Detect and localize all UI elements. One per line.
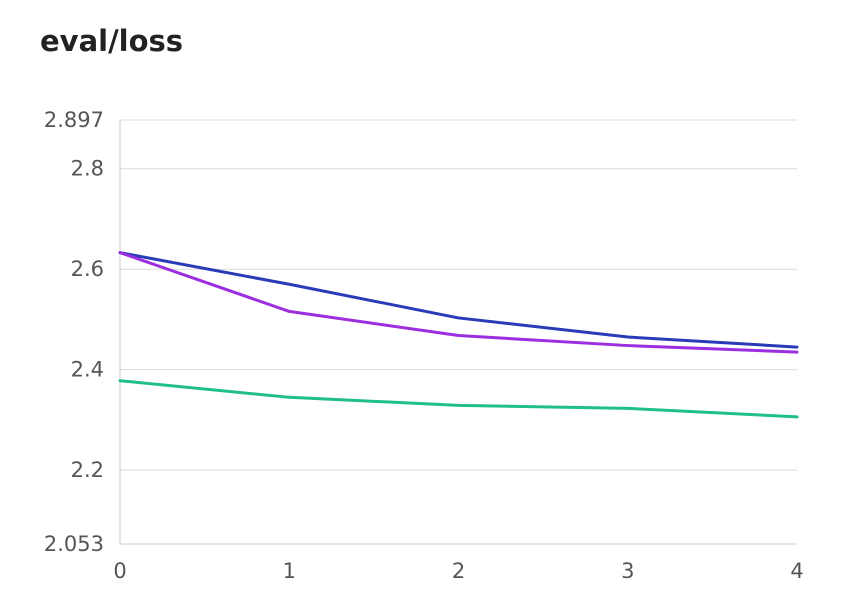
y-tick-label: 2.053 bbox=[44, 532, 104, 556]
x-tick-label: 1 bbox=[283, 559, 296, 583]
y-tick-label: 2.897 bbox=[44, 108, 104, 132]
x-tick-label: 4 bbox=[790, 559, 803, 583]
y-tick-labels: 2.053 2.2 2.4 2.6 2.8 2.897 bbox=[44, 108, 104, 556]
series-lines bbox=[118, 251, 799, 419]
y-tick-label: 2.6 bbox=[71, 257, 104, 281]
x-tick-label: 0 bbox=[113, 559, 126, 583]
chart-title: eval/loss bbox=[40, 24, 184, 58]
y-tick-label: 2.8 bbox=[71, 157, 104, 181]
series-line-2 bbox=[118, 251, 799, 354]
y-tick-label: 2.4 bbox=[71, 358, 104, 382]
gridlines bbox=[120, 119, 797, 545]
x-tick-label: 3 bbox=[621, 559, 634, 583]
x-tick-labels: 0 1 2 3 4 bbox=[113, 559, 803, 583]
series-line-1 bbox=[118, 251, 799, 349]
y-tick-label: 2.2 bbox=[71, 458, 104, 482]
axes bbox=[119, 120, 797, 545]
x-tick-label: 2 bbox=[452, 559, 465, 583]
series-line-3 bbox=[118, 379, 799, 419]
